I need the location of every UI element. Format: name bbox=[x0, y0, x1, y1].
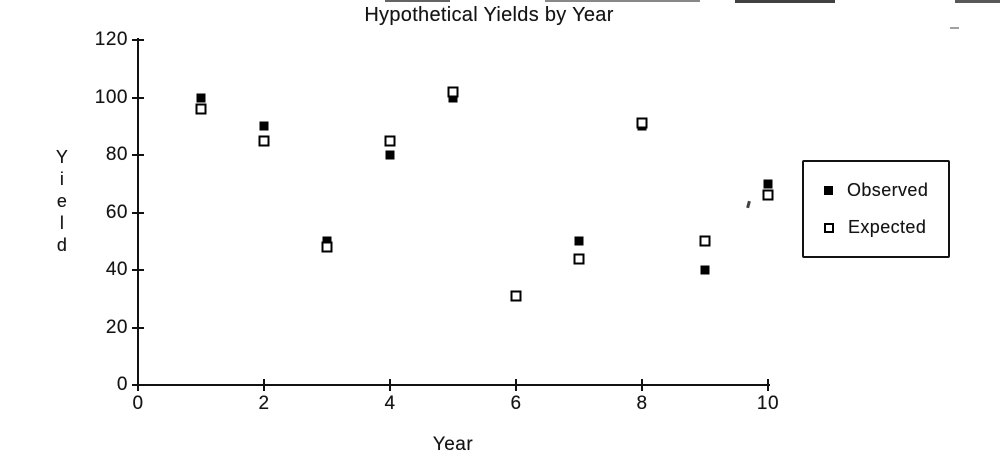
data-point-expected bbox=[510, 290, 522, 302]
data-point-observed bbox=[259, 121, 269, 131]
y-tick-label: 20 bbox=[105, 316, 128, 338]
data-point-observed bbox=[763, 179, 773, 189]
data-point-observed bbox=[700, 265, 710, 275]
data-point-expected bbox=[573, 253, 585, 264]
legend-label-expected: Expected bbox=[848, 217, 927, 237]
y-tick-label: 100 bbox=[94, 86, 128, 108]
data-point-expected bbox=[321, 241, 333, 253]
x-tick bbox=[137, 379, 139, 391]
data-point-observed bbox=[196, 93, 206, 102]
x-tick bbox=[767, 379, 769, 391]
filled-square-icon bbox=[824, 186, 833, 195]
y-tick bbox=[132, 39, 144, 41]
data-point-expected bbox=[699, 235, 711, 247]
y-tick-label: 120 bbox=[94, 29, 128, 50]
x-tick-label: 8 bbox=[636, 393, 648, 414]
legend-label-observed: Observed bbox=[847, 180, 929, 200]
scan-artifact bbox=[545, 0, 700, 2]
x-tick-label: 10 bbox=[756, 393, 780, 414]
x-tick bbox=[263, 379, 265, 391]
scan-artifact bbox=[735, 0, 835, 3]
legend-item-expected: Expected bbox=[824, 217, 948, 238]
data-point-observed bbox=[322, 236, 332, 246]
x-tick bbox=[389, 379, 391, 391]
legend: Observed Expected bbox=[802, 160, 950, 258]
x-tick-label: 6 bbox=[510, 393, 522, 414]
y-tick-label: 60 bbox=[105, 201, 128, 223]
data-point-expected bbox=[384, 135, 396, 147]
y-tick bbox=[132, 211, 144, 214]
data-point-expected bbox=[447, 86, 459, 98]
scan-artifact bbox=[385, 0, 450, 2]
y-tick bbox=[132, 96, 144, 99]
x-tick-label: 4 bbox=[384, 393, 396, 414]
y-tick-label: 80 bbox=[105, 144, 128, 165]
x-tick bbox=[641, 379, 643, 391]
scan-artifact bbox=[950, 27, 959, 29]
x-axis bbox=[137, 384, 770, 386]
y-tick bbox=[132, 269, 144, 271]
data-point-observed bbox=[574, 236, 584, 246]
y-tick bbox=[132, 154, 144, 156]
data-point-observed bbox=[448, 93, 458, 102]
y-axis-label: Y i e l d bbox=[55, 147, 69, 255]
x-axis-label: Year bbox=[432, 434, 474, 455]
data-point-expected bbox=[195, 103, 207, 115]
scan-artifact bbox=[746, 200, 751, 209]
chart-title: Hypothetical Yields by Year bbox=[364, 4, 614, 26]
legend-item-observed: Observed bbox=[824, 180, 948, 201]
data-point-expected bbox=[258, 135, 270, 147]
scan-artifact bbox=[955, 0, 1000, 3]
data-point-observed bbox=[385, 150, 395, 160]
open-square-icon bbox=[824, 222, 834, 233]
y-tick-label: 0 bbox=[116, 374, 128, 395]
y-tick bbox=[132, 326, 144, 329]
x-tick-label: 2 bbox=[258, 393, 270, 414]
x-tick-label: 0 bbox=[132, 393, 144, 414]
data-point-expected bbox=[636, 117, 648, 129]
y-tick-label: 40 bbox=[105, 259, 128, 280]
x-tick bbox=[515, 379, 517, 391]
data-point-expected bbox=[762, 189, 774, 201]
